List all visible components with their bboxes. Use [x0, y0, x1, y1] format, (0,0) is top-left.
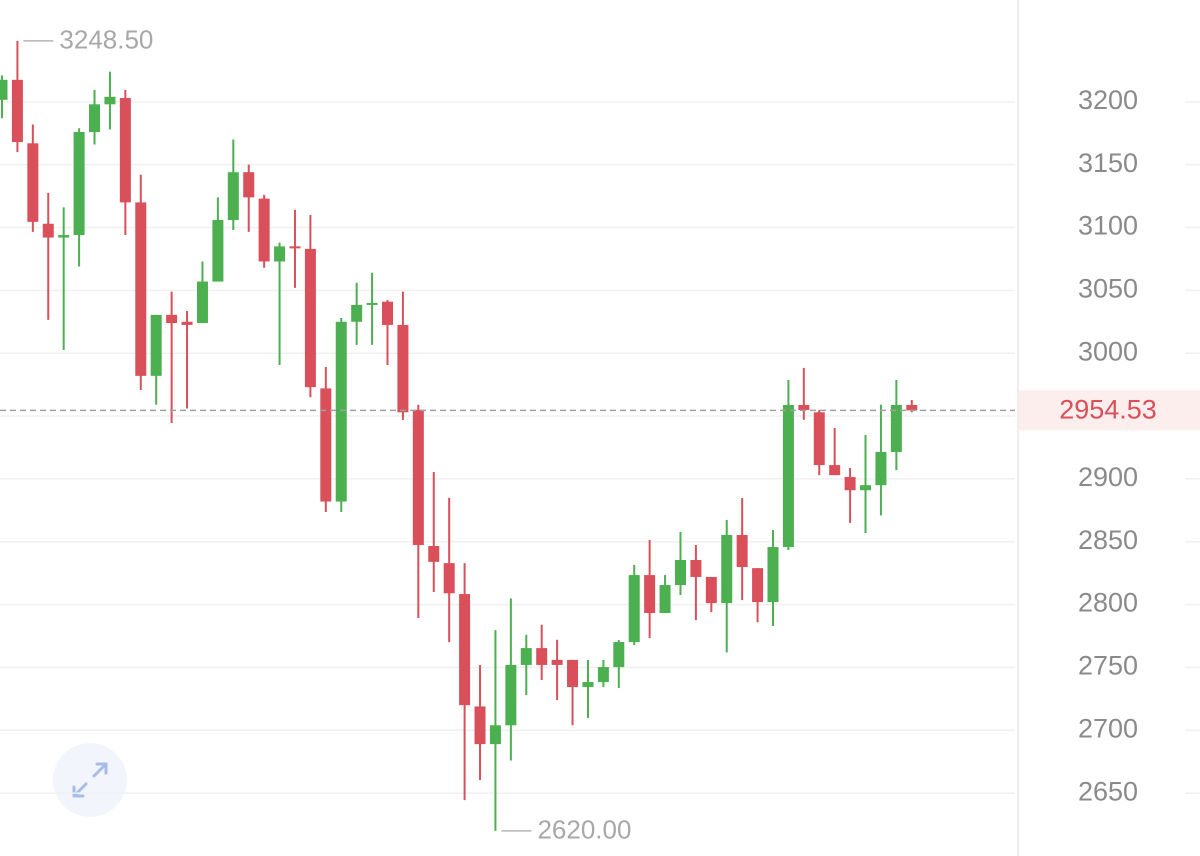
- candle-body: [628, 575, 640, 643]
- candle-body: [782, 404, 794, 548]
- candle-body: [366, 302, 378, 305]
- candle-body: [459, 594, 471, 706]
- candle-body: [536, 648, 548, 665]
- candle-body: [752, 568, 764, 603]
- candle-body: [382, 301, 393, 325]
- y-tick-label: 3000: [1078, 336, 1138, 366]
- last-price-box: [1019, 390, 1200, 431]
- candle-body: [258, 198, 270, 262]
- candle-body: [227, 172, 239, 220]
- annotation-label: 2620.00: [537, 815, 631, 845]
- y-tick-label: 3050: [1078, 273, 1138, 303]
- candle-body: [42, 223, 54, 238]
- candle-body: [659, 584, 671, 614]
- candle-body: [243, 172, 255, 198]
- y-tick-label: 2650: [1078, 776, 1138, 806]
- candle-body: [27, 143, 39, 222]
- candle-body: [443, 563, 455, 594]
- y-tick-label: 2700: [1078, 713, 1138, 743]
- candle-body: [520, 648, 532, 665]
- last-price-label: 2954.53: [1059, 394, 1157, 424]
- candle-body: [829, 465, 841, 476]
- candle-body: [89, 104, 101, 132]
- candle-body: [181, 321, 193, 325]
- candle-body: [844, 477, 856, 491]
- candle-body: [428, 546, 440, 562]
- y-tick-label: 2800: [1078, 588, 1138, 618]
- y-tick-label: 2750: [1078, 651, 1138, 681]
- candle-body: [736, 534, 748, 568]
- candle-body: [11, 79, 23, 143]
- candle-body: [674, 559, 686, 585]
- candle-body: [412, 409, 424, 546]
- y-tick-label: 3100: [1078, 211, 1138, 241]
- y-tick-label: 3150: [1078, 148, 1138, 178]
- candle-body: [906, 404, 918, 411]
- candle-body: [644, 575, 656, 614]
- candle-body: [196, 281, 208, 324]
- candle-body: [119, 98, 131, 203]
- candle-body: [397, 324, 409, 413]
- candle-body: [335, 321, 347, 502]
- candle-body: [597, 667, 609, 683]
- y-tick-label: 2850: [1078, 525, 1138, 555]
- candle-body: [104, 96, 116, 105]
- candle-body: [767, 547, 779, 603]
- candle-body: [567, 659, 579, 688]
- candle-body: [613, 642, 625, 668]
- candle-body: [505, 664, 517, 726]
- candle-body: [150, 314, 162, 376]
- y-tick-label: 2900: [1078, 462, 1138, 492]
- candle-body: [73, 131, 85, 236]
- candle-body: [166, 314, 178, 324]
- candle-body: [489, 725, 501, 745]
- candle-body: [875, 452, 887, 486]
- candle-body: [813, 412, 825, 466]
- candle-body: [135, 202, 147, 376]
- candle-body: [721, 534, 733, 604]
- candle-body: [274, 246, 286, 262]
- expand-icon[interactable]: [72, 762, 108, 798]
- candle-body: [798, 404, 810, 411]
- candle-body: [351, 304, 363, 322]
- candle-body: [304, 248, 316, 388]
- candle-body: [582, 682, 594, 688]
- candle-body: [474, 706, 486, 745]
- candle-body: [860, 485, 872, 491]
- candle-body: [890, 404, 902, 453]
- candle-body: [289, 246, 301, 249]
- candle-body: [212, 219, 224, 282]
- candle-body: [551, 659, 563, 665]
- expand-button-bg[interactable]: [53, 743, 127, 817]
- candle-body: [705, 576, 717, 604]
- annotation-label: 3248.50: [59, 25, 153, 55]
- y-tick-label: 3200: [1078, 85, 1138, 115]
- candle-body: [690, 559, 702, 577]
- candle-body: [0, 79, 8, 100]
- expand-button[interactable]: [53, 743, 127, 817]
- candle-body: [58, 235, 70, 238]
- candle-body: [320, 388, 332, 502]
